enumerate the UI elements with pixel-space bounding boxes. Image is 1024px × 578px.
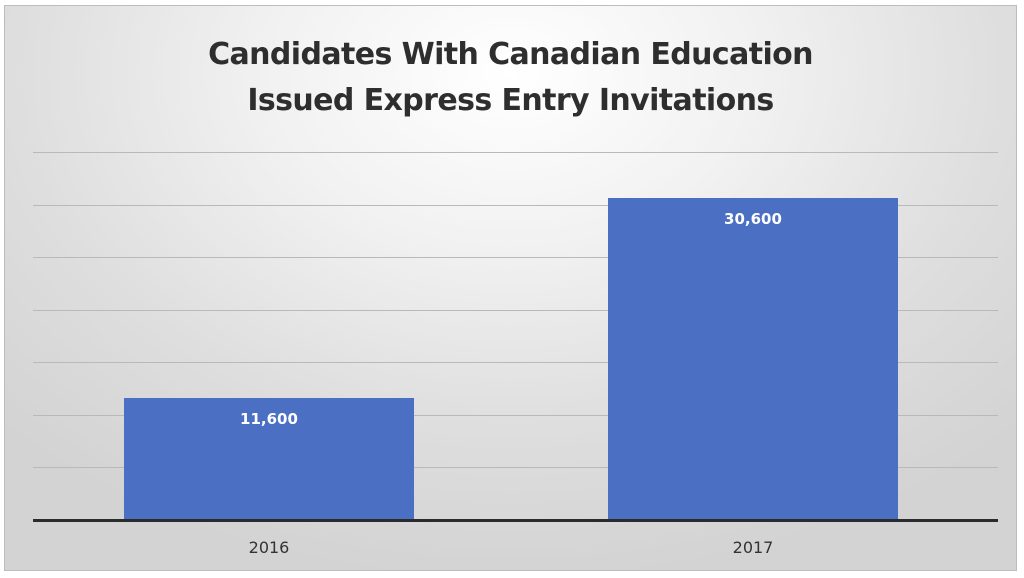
gridline [33, 205, 998, 206]
gridline [33, 415, 998, 416]
x-tick-label: 2016 [248, 538, 290, 557]
data-label: 30,600 [724, 210, 782, 228]
gridline [33, 152, 998, 153]
bar-2017: 30,600 [608, 198, 898, 520]
gridline [33, 467, 998, 468]
x-axis-line [33, 519, 998, 522]
chart-title: Candidates With Canadian Education Issue… [5, 32, 1016, 124]
chart-frame: Candidates With Canadian Education Issue… [4, 5, 1017, 571]
chart-title-line-1: Candidates With Canadian Education [208, 37, 813, 72]
x-tick-label: 2017 [732, 538, 774, 557]
gridline [33, 310, 998, 311]
gridline [33, 362, 998, 363]
data-label: 11,600 [240, 410, 298, 428]
chart-title-line-2: Issued Express Entry Invitations [247, 83, 774, 118]
bar-2016: 11,600 [124, 398, 414, 520]
gridline [33, 257, 998, 258]
